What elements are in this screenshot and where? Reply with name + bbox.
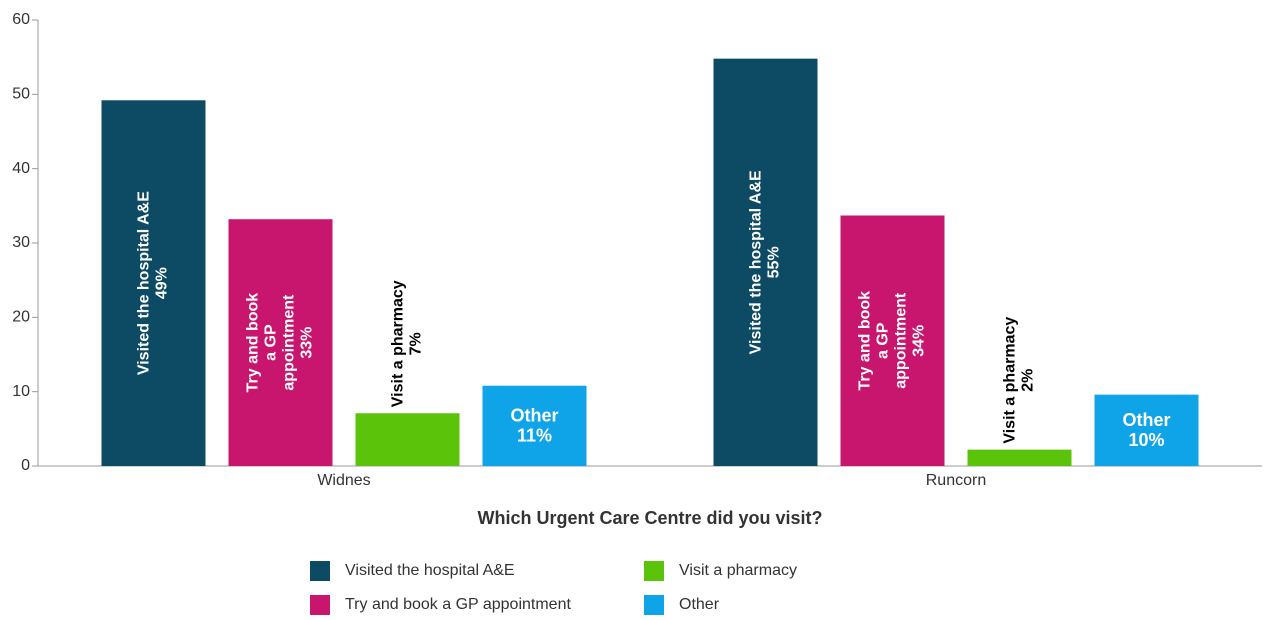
bar	[840, 215, 945, 466]
data-label: Visit a pharmacy 7%	[390, 280, 425, 407]
bar	[355, 413, 460, 466]
bar	[713, 58, 818, 467]
data-label-name: Visit a pharmacy	[390, 280, 407, 407]
data-label-value: 2%	[1020, 369, 1037, 392]
data-label-value: 33%	[299, 327, 316, 359]
legend-swatch	[644, 561, 664, 581]
data-label-value: 7%	[408, 332, 425, 355]
x-tick-label: Widnes	[317, 472, 370, 489]
x-axis-title: Which Urgent Care Centre did you visit?	[477, 508, 822, 528]
data-label: Visited the hospital A&E 55%	[748, 170, 783, 354]
y-tick-label: 10	[12, 383, 30, 400]
data-label-name: Visit a pharmacy	[1002, 317, 1019, 444]
bar	[228, 219, 333, 466]
y-tick-label: 60	[12, 11, 30, 28]
x-tick-label: Runcorn	[926, 472, 986, 489]
data-label: Try and booka GPappointment 33%	[245, 293, 316, 393]
data-label: Try and booka GPappointment 34%	[857, 291, 928, 391]
legend-label: Visited the hospital A&E	[345, 562, 515, 579]
y-tick-label: 50	[12, 86, 30, 103]
data-label-name: Visited the hospital A&E	[748, 170, 765, 354]
bar	[1094, 394, 1199, 466]
legend-label: Other	[679, 596, 720, 613]
bar	[967, 449, 1072, 466]
y-tick-label: 0	[21, 457, 30, 474]
data-label-name: Try and booka GPappointment	[245, 293, 298, 393]
y-tick-label: 20	[12, 309, 30, 326]
data-label-value: 34%	[911, 325, 928, 357]
y-tick-label: 30	[12, 234, 30, 251]
data-label-name: Try and booka GPappointment	[857, 291, 910, 391]
data-label: Visited the hospital A&E 49%	[136, 191, 171, 375]
data-label-value: 10%	[1128, 430, 1164, 450]
legend-swatch	[310, 595, 330, 615]
data-label-value: 49%	[154, 267, 171, 299]
data-label-name: Other	[510, 406, 558, 426]
data-label-value: 11%	[517, 426, 552, 446]
legend-swatch	[644, 595, 664, 615]
data-label-name: Visited the hospital A&E	[136, 191, 153, 375]
data-label-name: Other	[1122, 410, 1170, 430]
bar	[482, 385, 587, 466]
data-label-value: 55%	[766, 246, 783, 278]
legend-label: Try and book a GP appointment	[345, 596, 571, 613]
bar	[101, 100, 206, 466]
data-label: Visit a pharmacy 2%	[1002, 317, 1037, 444]
y-tick-label: 40	[12, 160, 30, 177]
legend-label: Visit a pharmacy	[679, 562, 797, 579]
legend-swatch	[310, 561, 330, 581]
